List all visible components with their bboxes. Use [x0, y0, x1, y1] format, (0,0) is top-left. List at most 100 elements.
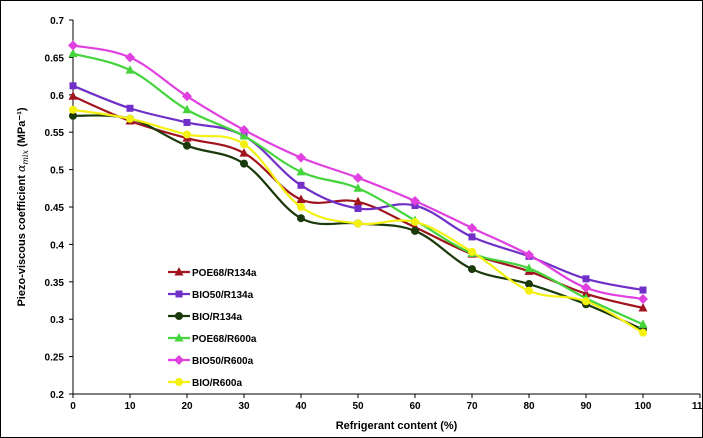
series-4	[68, 40, 648, 305]
data-point	[353, 183, 363, 192]
data-point	[126, 114, 134, 123]
data-point	[239, 124, 249, 135]
legend-item: BIO/R134a	[168, 312, 242, 323]
data-point	[68, 40, 78, 51]
series-0	[68, 91, 648, 312]
y-axis-title: Piezo-viscous coefficient αmix (MPa⁻¹)	[15, 107, 30, 306]
data-point	[239, 148, 249, 157]
y-tick-label: 0.7	[50, 16, 64, 27]
y-tick-label: 0.4	[50, 240, 64, 251]
data-point	[296, 166, 306, 176]
y-tick-label: 0.45	[45, 203, 65, 214]
data-point	[410, 196, 420, 207]
legend-marker	[174, 267, 184, 276]
series-line	[72, 44, 644, 301]
x-tick-label: 70	[466, 401, 478, 412]
data-point	[126, 104, 134, 112]
y-tick-label: 0.35	[45, 278, 65, 289]
data-point	[297, 214, 305, 223]
x-tick-label: 0	[70, 401, 76, 412]
legend-label: BIO/R134a	[192, 312, 242, 323]
data-point	[240, 159, 248, 168]
data-point	[638, 302, 648, 312]
x-axis-title: Refrigerant content (%)	[336, 420, 458, 432]
data-point	[125, 52, 135, 63]
data-point	[68, 48, 78, 58]
y-axis-title-subscript: mix	[21, 149, 30, 164]
legend-marker	[174, 355, 184, 365]
data-point	[296, 152, 306, 163]
data-point	[240, 140, 248, 149]
y-tick-label: 0.55	[45, 128, 65, 139]
y-axis-title-prefix: Piezo-viscous coefficient	[16, 172, 28, 306]
legend-marker	[175, 290, 183, 298]
legend-item: BIO/R600a	[168, 378, 242, 389]
x-tick-label: 60	[409, 401, 421, 412]
data-point	[468, 247, 476, 256]
data-point	[297, 181, 305, 189]
data-point	[183, 118, 191, 126]
data-point	[638, 294, 648, 305]
y-axis-title-symbol: α	[15, 164, 28, 172]
y-tick-label: 0.65	[45, 53, 65, 64]
data-point	[296, 194, 306, 204]
legend-label: BIO50/R600a	[192, 356, 254, 367]
x-tick-label: 30	[238, 401, 250, 412]
data-point	[68, 91, 78, 100]
legend-item: BIO50/R134a	[168, 290, 254, 301]
legend-item: BIO50/R600a	[168, 355, 254, 367]
legend-label: BIO/R600a	[192, 378, 242, 389]
y-tick-label: 0.3	[50, 315, 64, 326]
legend-marker	[174, 333, 184, 342]
data-point	[525, 286, 533, 295]
data-point	[524, 249, 534, 260]
legend-item: POE68/R134a	[168, 267, 257, 279]
data-point	[581, 288, 591, 298]
data-point	[582, 297, 590, 306]
data-point	[354, 219, 362, 228]
data-point	[353, 196, 363, 206]
data-point	[69, 105, 77, 114]
data-point	[639, 286, 647, 294]
data-point	[581, 282, 591, 293]
x-tick-label: 50	[352, 401, 364, 412]
data-point	[411, 217, 419, 226]
x-tick-label: 110	[692, 401, 703, 412]
x-tick-label: 20	[181, 401, 193, 412]
data-point	[125, 65, 135, 74]
x-tick-group: 0 10 20 30 40 50 60 70 80 90 100 110	[70, 394, 703, 412]
data-point	[297, 203, 305, 211]
y-tick-label: 0.25	[45, 353, 65, 364]
legend-label: BIO50/R134a	[192, 290, 254, 301]
data-point	[524, 263, 534, 272]
x-tick-label: 40	[295, 401, 307, 412]
data-point	[69, 82, 77, 90]
data-point	[468, 265, 476, 274]
x-tick-label: 90	[580, 401, 592, 412]
data-point	[182, 104, 192, 114]
legend: POE68/R134a BIO50/R134a BIO/R134a POE68/R60…	[168, 267, 257, 389]
data-point	[411, 226, 419, 235]
series-layer	[68, 40, 648, 337]
data-point	[525, 280, 533, 289]
y-axis-title-unit: (MPa⁻¹)	[16, 107, 28, 150]
legend-item: POE68/R600a	[168, 333, 257, 345]
x-tick-label: 80	[523, 401, 535, 412]
data-point	[69, 111, 77, 120]
legend-label: POE68/R600a	[192, 334, 257, 345]
legend-marker	[175, 312, 183, 320]
data-point	[183, 141, 191, 150]
series-5	[69, 105, 647, 337]
y-tick-group: 0.2 0.25 0.3 0.35 0.4 0.45 0.5 0.55 0.6 0.65 0.7	[45, 16, 73, 401]
y-tick-label: 0.6	[50, 91, 64, 102]
data-point	[183, 130, 191, 139]
y-tick-label: 0.5	[50, 166, 64, 177]
data-point	[182, 91, 192, 102]
data-point	[353, 172, 363, 183]
data-point	[582, 275, 590, 283]
data-point	[638, 319, 648, 328]
data-point	[354, 204, 362, 212]
legend-label: POE68/R134a	[192, 268, 257, 279]
y-tick-label: 0.2	[50, 390, 64, 401]
